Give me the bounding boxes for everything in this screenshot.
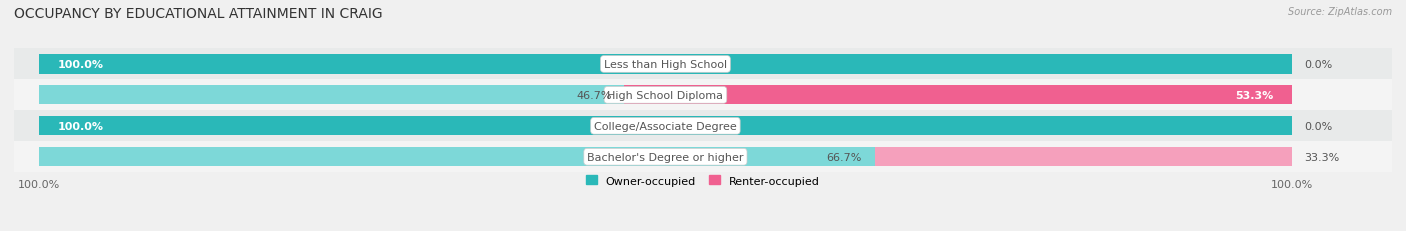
Text: OCCUPANCY BY EDUCATIONAL ATTAINMENT IN CRAIG: OCCUPANCY BY EDUCATIONAL ATTAINMENT IN C…	[14, 7, 382, 21]
Bar	[39, 148, 875, 167]
Bar	[875, 148, 1292, 167]
Text: 53.3%: 53.3%	[1234, 91, 1272, 100]
Text: 66.7%: 66.7%	[827, 152, 862, 162]
Text: 100.0%: 100.0%	[1271, 179, 1313, 189]
Text: Less than High School: Less than High School	[603, 60, 727, 70]
Text: 0.0%: 0.0%	[1305, 121, 1333, 131]
Text: Bachelor's Degree or higher: Bachelor's Degree or higher	[588, 152, 744, 162]
Text: College/Associate Degree: College/Associate Degree	[595, 121, 737, 131]
Bar	[39, 86, 624, 105]
Text: Source: ZipAtlas.com: Source: ZipAtlas.com	[1288, 7, 1392, 17]
Text: 100.0%: 100.0%	[58, 60, 104, 70]
Bar	[14, 142, 1392, 173]
Text: 0.0%: 0.0%	[1305, 60, 1333, 70]
Bar	[39, 117, 1292, 136]
Text: 100.0%: 100.0%	[18, 179, 60, 189]
Text: 100.0%: 100.0%	[58, 121, 104, 131]
Legend: Owner-occupied, Renter-occupied: Owner-occupied, Renter-occupied	[586, 176, 820, 186]
Bar	[14, 80, 1392, 111]
Bar	[624, 86, 1292, 105]
Bar	[14, 49, 1392, 80]
Bar	[39, 55, 1292, 74]
Text: 33.3%: 33.3%	[1305, 152, 1340, 162]
Text: 46.7%: 46.7%	[576, 91, 612, 100]
Text: High School Diploma: High School Diploma	[607, 91, 724, 100]
Bar	[14, 111, 1392, 142]
